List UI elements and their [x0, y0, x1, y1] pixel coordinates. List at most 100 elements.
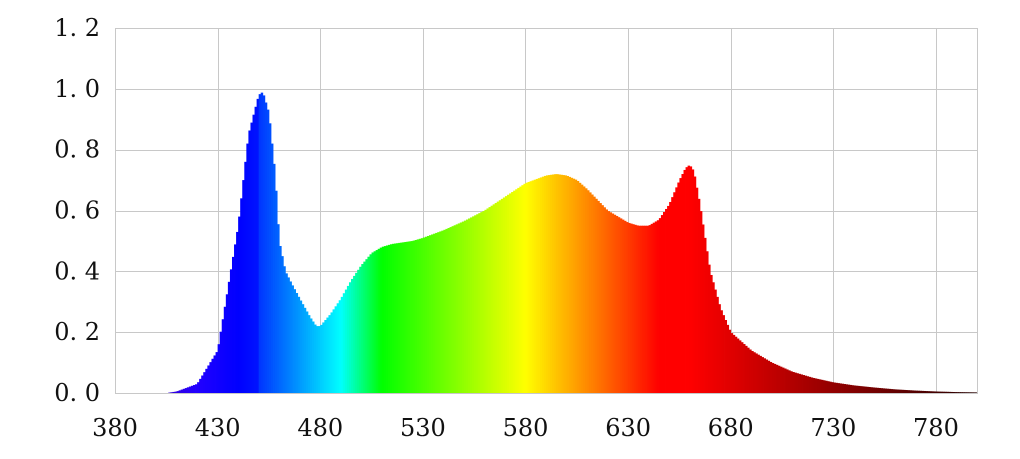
spectrum-bar [172, 391, 175, 393]
spectrum-bar [410, 241, 413, 393]
spectrum-bar [523, 183, 526, 393]
spectrum-bar [944, 391, 947, 393]
spectrum-bar [234, 244, 237, 393]
spectrum-bar [611, 213, 615, 393]
spectrum-bar [190, 385, 194, 393]
spectrum-bar [390, 244, 393, 393]
spectrum-bar [595, 198, 598, 393]
spectrum-bar [533, 179, 537, 393]
spectrum-bar [701, 224, 705, 393]
spectrum-bar [835, 382, 838, 393]
spectrum-bar [572, 178, 576, 393]
spectrum-bar [915, 390, 918, 393]
spectrum-bar [437, 232, 440, 393]
spectrum-bar [355, 272, 358, 393]
spectrum-bar [860, 386, 863, 393]
spectrum-bar [816, 378, 820, 393]
spectrum-bar [490, 205, 494, 393]
spectrum-bar [507, 194, 510, 393]
spectrum-bar [326, 317, 329, 393]
spectrum-bar [730, 333, 734, 393]
spectrum-bar [621, 219, 625, 393]
spectrum-bar [221, 319, 225, 393]
spectrum-bar [301, 304, 305, 393]
spectrum-bar [652, 222, 656, 393]
spectrum-bar [340, 296, 344, 393]
spectrum-bar [884, 388, 888, 393]
spectrum-bar [864, 386, 867, 393]
spectrum-bar [457, 223, 461, 393]
x-tick-label: 730 [810, 414, 856, 442]
y-tick-label: 0. 2 [54, 318, 100, 346]
spectrum-bar [648, 225, 652, 393]
spectrum-bar [786, 369, 789, 393]
spectrum-bar [231, 256, 235, 393]
spectrum-bar [669, 201, 672, 393]
spectrum-bar [921, 390, 925, 393]
spectrum-bar [441, 230, 444, 393]
spectrum-bar [779, 366, 783, 393]
spectrum-bar [324, 320, 327, 393]
y-tick-label: 0. 8 [54, 136, 100, 164]
spectrum-bar [927, 391, 931, 393]
spectrum-bar [568, 176, 572, 393]
spectrum-bar [753, 352, 756, 393]
spectrum-bar [309, 318, 313, 393]
spectrum-bar [704, 237, 707, 393]
spectrum-bar [909, 390, 912, 393]
spectrum-bar [878, 387, 881, 393]
spectrum-bar [626, 222, 629, 393]
spectrum-bar [369, 254, 372, 393]
spectrum-bar [901, 389, 904, 393]
spectrum-bar [416, 239, 420, 393]
x-tick-label: 680 [708, 414, 754, 442]
spectrum-bar [800, 374, 803, 393]
spectrum-bar [938, 391, 941, 393]
spectrum-bar [609, 212, 613, 393]
spectrum-bar [724, 320, 728, 393]
spectrum-bar [958, 392, 961, 393]
spectrum-bar [722, 315, 725, 393]
spectrum-bar [264, 102, 268, 394]
spectrum-bar [373, 251, 377, 393]
spectrum-bar [736, 338, 740, 393]
spectrum-bar [773, 363, 777, 393]
spectrum-bar [303, 307, 307, 393]
spectrum-bar [706, 251, 709, 393]
spectrum-bar [896, 389, 900, 393]
spectrum-bar [429, 235, 432, 393]
spectrum-bar [250, 122, 253, 393]
spectrum-bar [217, 344, 221, 393]
spectrum-bar [940, 391, 943, 393]
spectrum-bar [408, 241, 411, 393]
spectrum-bar [587, 190, 590, 393]
spectrum-bar [966, 392, 970, 393]
spectrum-bar [952, 392, 955, 393]
spectrum-bar [634, 224, 637, 393]
spectrum-bar [509, 193, 512, 393]
spectrum-bar [513, 190, 516, 393]
spectrum-bar [697, 198, 701, 393]
spectrum-bar [960, 392, 964, 393]
spectrum-bar [597, 200, 600, 393]
spectrum-bar [459, 222, 463, 393]
spectrum-bar [474, 215, 477, 393]
spectrum-bar [845, 384, 849, 393]
spectrum-bar [517, 187, 520, 393]
spectrum-bar [763, 358, 766, 393]
spectrum-bar [693, 176, 697, 393]
spectrum-bar [431, 234, 434, 393]
spectrum-bar [712, 282, 715, 393]
y-tick-label: 1. 0 [54, 75, 100, 103]
spectrum-bar [775, 364, 779, 393]
spectrum-bar [810, 377, 814, 393]
spectrum-bar [646, 225, 650, 393]
spectrum-bar [424, 236, 428, 393]
spectrum-bar [685, 167, 689, 393]
spectrum-bar [223, 306, 227, 393]
spectrum-bar [870, 387, 873, 393]
spectrum-bar [229, 269, 233, 393]
spectrum-bar [654, 221, 658, 393]
spectrum-bar [275, 190, 278, 393]
spectrum-bar [946, 391, 949, 393]
